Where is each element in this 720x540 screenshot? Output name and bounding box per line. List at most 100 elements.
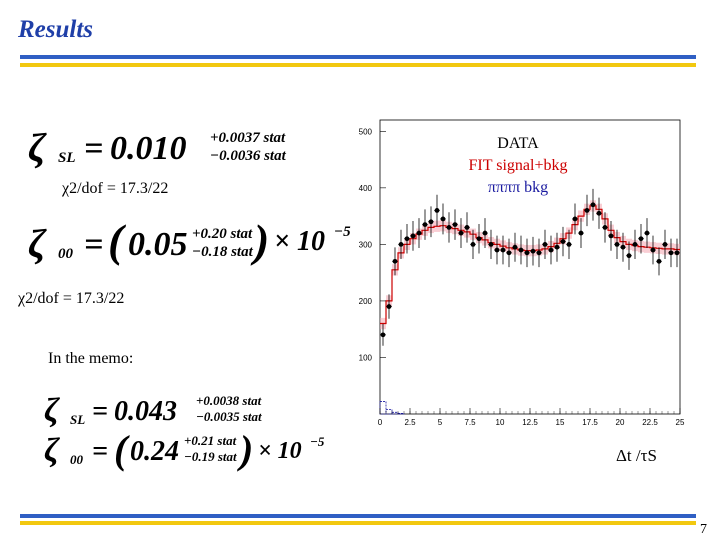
x-tick-label: 10 — [496, 418, 505, 427]
decay-time-histogram: 0 2.5 5 7.5 10 12.5 15 17.5 20 22.5 25 100 200 300 400… — [359, 119, 685, 427]
data-point — [662, 241, 668, 247]
zeta-sl-error-plus: +0.0037 stat — [210, 130, 286, 146]
data-point — [536, 250, 542, 256]
data-point — [632, 241, 638, 247]
zeta-subscript: SL — [58, 150, 76, 166]
data-point — [524, 250, 530, 256]
zeta-00-value: 0.05 — [128, 226, 188, 263]
legend-entry: FIT signal+bkg — [469, 157, 568, 174]
title-underline-blue — [20, 55, 696, 59]
open-paren: ( — [108, 215, 124, 266]
zeta-symbol: ζ — [28, 221, 46, 266]
y-tick-label: 400 — [359, 184, 373, 193]
y-tick-label: 100 — [359, 353, 373, 362]
data-point — [602, 225, 608, 230]
zeta-subscript: SL — [70, 412, 86, 427]
zeta-00-error-plus: +0.20 stat — [192, 226, 253, 242]
equation-zeta-sl: ζ SL = 0.010 +0.0037 stat −0.0036 stat — [28, 124, 328, 174]
x-tick-label: 2.5 — [404, 418, 416, 427]
zeta-symbol: ζ — [44, 432, 59, 469]
data-point — [566, 241, 572, 247]
x-tick-label: 20 — [616, 418, 625, 427]
data-point — [638, 236, 644, 242]
data-point — [668, 250, 674, 256]
equals-sign: = — [84, 130, 104, 167]
equals-sign: = — [92, 436, 108, 467]
y-tick-label: 500 — [359, 127, 373, 136]
data-point — [572, 216, 578, 222]
memo-zeta-sl-error-plus: +0.0038 stat — [196, 393, 262, 408]
equation-memo-zeta-sl: ζ SL = 0.043 +0.0038 stat −0.0035 stat — [44, 392, 304, 432]
data-point — [476, 236, 482, 242]
data-point — [470, 241, 476, 247]
y-tick-label: 200 — [359, 297, 373, 306]
data-point — [446, 225, 452, 230]
x-tick-label: 5 — [438, 418, 443, 427]
x-tick-label: 7.5 — [464, 418, 476, 427]
data-point — [596, 210, 602, 216]
memo-label: In the memo: — [48, 350, 134, 367]
zeta-subscript: 00 — [70, 452, 83, 467]
data-point — [590, 202, 596, 208]
chi2-dof-2: χ2/dof = 17.3/22 — [18, 290, 125, 307]
y-tick-label: 300 — [359, 240, 373, 249]
x-tick-label: 0 — [378, 418, 383, 427]
exponent: −5 — [310, 434, 325, 449]
close-paren: ) — [240, 427, 254, 472]
data-point — [506, 250, 512, 256]
data-point — [410, 233, 416, 239]
data-point — [494, 247, 500, 253]
times-ten: × 10 — [258, 438, 302, 464]
title-underline-yellow — [20, 63, 696, 67]
data-point — [548, 247, 554, 253]
memo-zeta-00-error-minus: −0.19 stat — [184, 449, 237, 464]
data-point — [512, 244, 518, 250]
x-axis-label: Δt /τS — [616, 446, 657, 465]
data-point — [542, 241, 548, 247]
exponent: −5 — [334, 224, 351, 240]
data-point — [614, 241, 620, 247]
memo-zeta-00-error-plus: +0.21 stat — [184, 433, 237, 448]
page-title: Results — [18, 16, 94, 43]
data-point — [626, 253, 632, 259]
zeta-00-error-minus: −0.18 stat — [192, 244, 253, 260]
bkg-bin — [379, 401, 387, 415]
memo-zeta-sl-error-minus: −0.0035 stat — [196, 409, 262, 424]
legend-entry: DATA — [497, 135, 539, 152]
open-paren: ( — [114, 427, 128, 472]
memo-zeta-sl-value: 0.043 — [114, 396, 177, 427]
zeta-symbol: ζ — [28, 125, 46, 170]
x-tick-label: 25 — [676, 418, 685, 427]
data-point — [560, 239, 566, 244]
data-point — [428, 219, 434, 225]
x-tick-label: 15 — [556, 418, 565, 427]
data-point — [452, 222, 458, 227]
footer-bar-yellow — [20, 521, 696, 525]
data-point — [482, 230, 488, 236]
zeta-sl-error-minus: −0.0036 stat — [210, 148, 286, 164]
data-point — [398, 241, 404, 247]
memo-zeta-00-value: 0.24 — [130, 436, 179, 467]
zeta-sl-value: 0.010 — [110, 130, 187, 167]
legend-entry: ππππ bkg — [488, 179, 548, 196]
data-point — [500, 247, 506, 253]
data-point — [608, 233, 614, 239]
zeta-subscript: 00 — [58, 246, 73, 262]
data-point — [644, 230, 650, 236]
equation-zeta-00: ζ 00 = ( 0.05 +0.20 stat −0.18 stat ) × … — [28, 215, 358, 270]
data-point — [458, 230, 464, 236]
x-tick-label: 12.5 — [522, 418, 538, 427]
times-ten: × 10 — [274, 226, 325, 257]
data-point — [488, 241, 494, 247]
data-point — [620, 244, 626, 250]
data-point — [392, 258, 398, 264]
footer-bar-blue — [20, 514, 696, 518]
page-number: 7 — [700, 522, 707, 537]
zeta-symbol: ζ — [44, 392, 59, 429]
chi2-dof-1: χ2/dof = 17.3/22 — [62, 180, 169, 197]
data-point — [464, 225, 470, 230]
equals-sign: = — [92, 396, 108, 427]
close-paren: ) — [254, 215, 270, 266]
data-point — [380, 332, 386, 338]
data-point — [584, 208, 590, 213]
